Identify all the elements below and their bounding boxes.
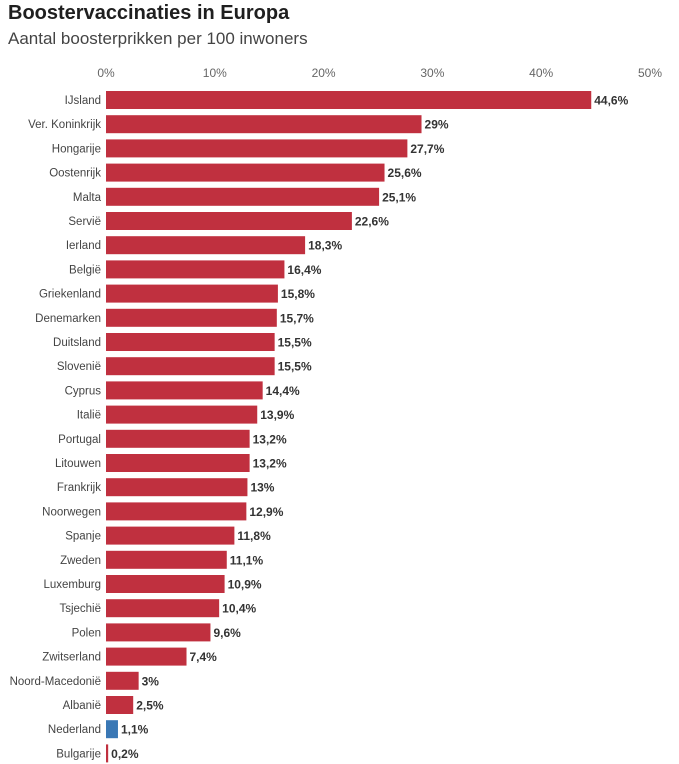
- category-label: Cyprus: [65, 385, 102, 397]
- value-label: 25,6%: [388, 166, 422, 180]
- bar: [106, 163, 385, 182]
- value-label: 3%: [142, 674, 160, 688]
- category-label: Slovenië: [57, 361, 101, 373]
- category-label: Zweden: [60, 555, 101, 567]
- category-label: Albanië: [63, 700, 101, 712]
- category-label: België: [69, 264, 101, 276]
- category-label: Duitsland: [53, 337, 101, 349]
- bar: [106, 91, 592, 109]
- bar: [106, 139, 408, 158]
- category-label: Spanje: [65, 531, 101, 543]
- category-label: Luxemburg: [43, 579, 101, 591]
- chart-title: Boostervaccinaties in Europa: [8, 2, 290, 24]
- x-tick-label: 40%: [529, 66, 553, 80]
- bar: [106, 696, 134, 714]
- bar: [106, 212, 352, 230]
- bar: [106, 357, 275, 376]
- category-label: Portugal: [58, 434, 101, 446]
- category-label: Griekenland: [39, 289, 101, 301]
- value-label: 15,5%: [278, 360, 312, 374]
- category-label: Servië: [68, 216, 101, 228]
- bar: [106, 429, 250, 448]
- bar: [106, 236, 306, 255]
- bar: [106, 744, 109, 763]
- category-label: Ierland: [66, 240, 101, 252]
- value-label: 2,5%: [136, 699, 164, 713]
- value-label: 1,1%: [121, 723, 149, 737]
- chart-subtitle: Aantal boosterprikken per 100 inwoners: [8, 29, 308, 48]
- value-label: 11,8%: [237, 529, 271, 543]
- value-label: 13,9%: [260, 408, 294, 422]
- category-label: Italië: [77, 410, 101, 422]
- category-label: Oostenrijk: [49, 168, 101, 180]
- bar: [106, 478, 248, 497]
- x-tick-label: 30%: [420, 66, 444, 80]
- value-label: 29%: [425, 118, 449, 132]
- category-label: Frankrijk: [57, 482, 101, 494]
- bar: [106, 115, 422, 134]
- category-label: Nederland: [48, 724, 101, 736]
- value-label: 15,5%: [278, 336, 312, 350]
- category-label: Denemarken: [35, 313, 101, 325]
- category-label: Ver. Koninkrijk: [28, 119, 101, 131]
- value-label: 13,2%: [253, 432, 287, 446]
- category-label: Noord-Macedonië: [10, 676, 101, 688]
- value-label: 13%: [250, 481, 274, 495]
- bar: [106, 308, 277, 327]
- value-label: 10,4%: [222, 602, 256, 616]
- category-label: Zwitserland: [42, 652, 101, 664]
- category-label: Hongarije: [52, 143, 101, 155]
- x-tick-label: 0%: [97, 66, 115, 80]
- x-tick-label: 10%: [203, 66, 227, 80]
- value-label: 27,7%: [410, 142, 444, 156]
- bar: [106, 550, 227, 569]
- value-label: 18,3%: [308, 239, 342, 253]
- category-label: Noorwegen: [42, 506, 101, 518]
- value-label: 9,6%: [213, 626, 241, 640]
- value-label: 12,9%: [249, 505, 283, 519]
- bar: [106, 526, 235, 545]
- x-tick-label: 50%: [638, 66, 662, 80]
- value-label: 13,2%: [253, 457, 287, 471]
- bar: [106, 575, 225, 593]
- bar: [106, 187, 380, 206]
- value-label: 0,2%: [111, 747, 139, 761]
- bar: [106, 284, 278, 303]
- bar: [106, 720, 118, 739]
- bar: [106, 405, 258, 424]
- value-label: 10,9%: [228, 578, 262, 592]
- bar: [106, 502, 247, 521]
- category-label: Bulgarije: [56, 748, 101, 760]
- bar: [106, 454, 250, 472]
- category-label: Polen: [72, 627, 101, 639]
- value-label: 16,4%: [287, 263, 321, 277]
- value-label: 14,4%: [266, 384, 300, 398]
- category-label: Tsjechië: [59, 603, 101, 615]
- bar: [106, 647, 187, 666]
- bar: [106, 623, 211, 642]
- bar: [106, 671, 139, 690]
- value-label: 15,7%: [280, 311, 314, 325]
- value-label: 25,1%: [382, 190, 416, 204]
- category-label: Litouwen: [55, 458, 101, 470]
- bar: [106, 260, 285, 279]
- value-label: 44,6%: [594, 94, 628, 108]
- value-label: 7,4%: [190, 650, 218, 664]
- value-label: 15,8%: [281, 287, 315, 301]
- x-tick-label: 20%: [312, 66, 336, 80]
- value-label: 11,1%: [230, 553, 264, 567]
- bar: [106, 333, 275, 351]
- category-label: Malta: [73, 192, 102, 204]
- value-label: 22,6%: [355, 215, 389, 229]
- bar: [106, 599, 220, 618]
- bar: [106, 381, 263, 400]
- category-label: IJsland: [65, 95, 101, 107]
